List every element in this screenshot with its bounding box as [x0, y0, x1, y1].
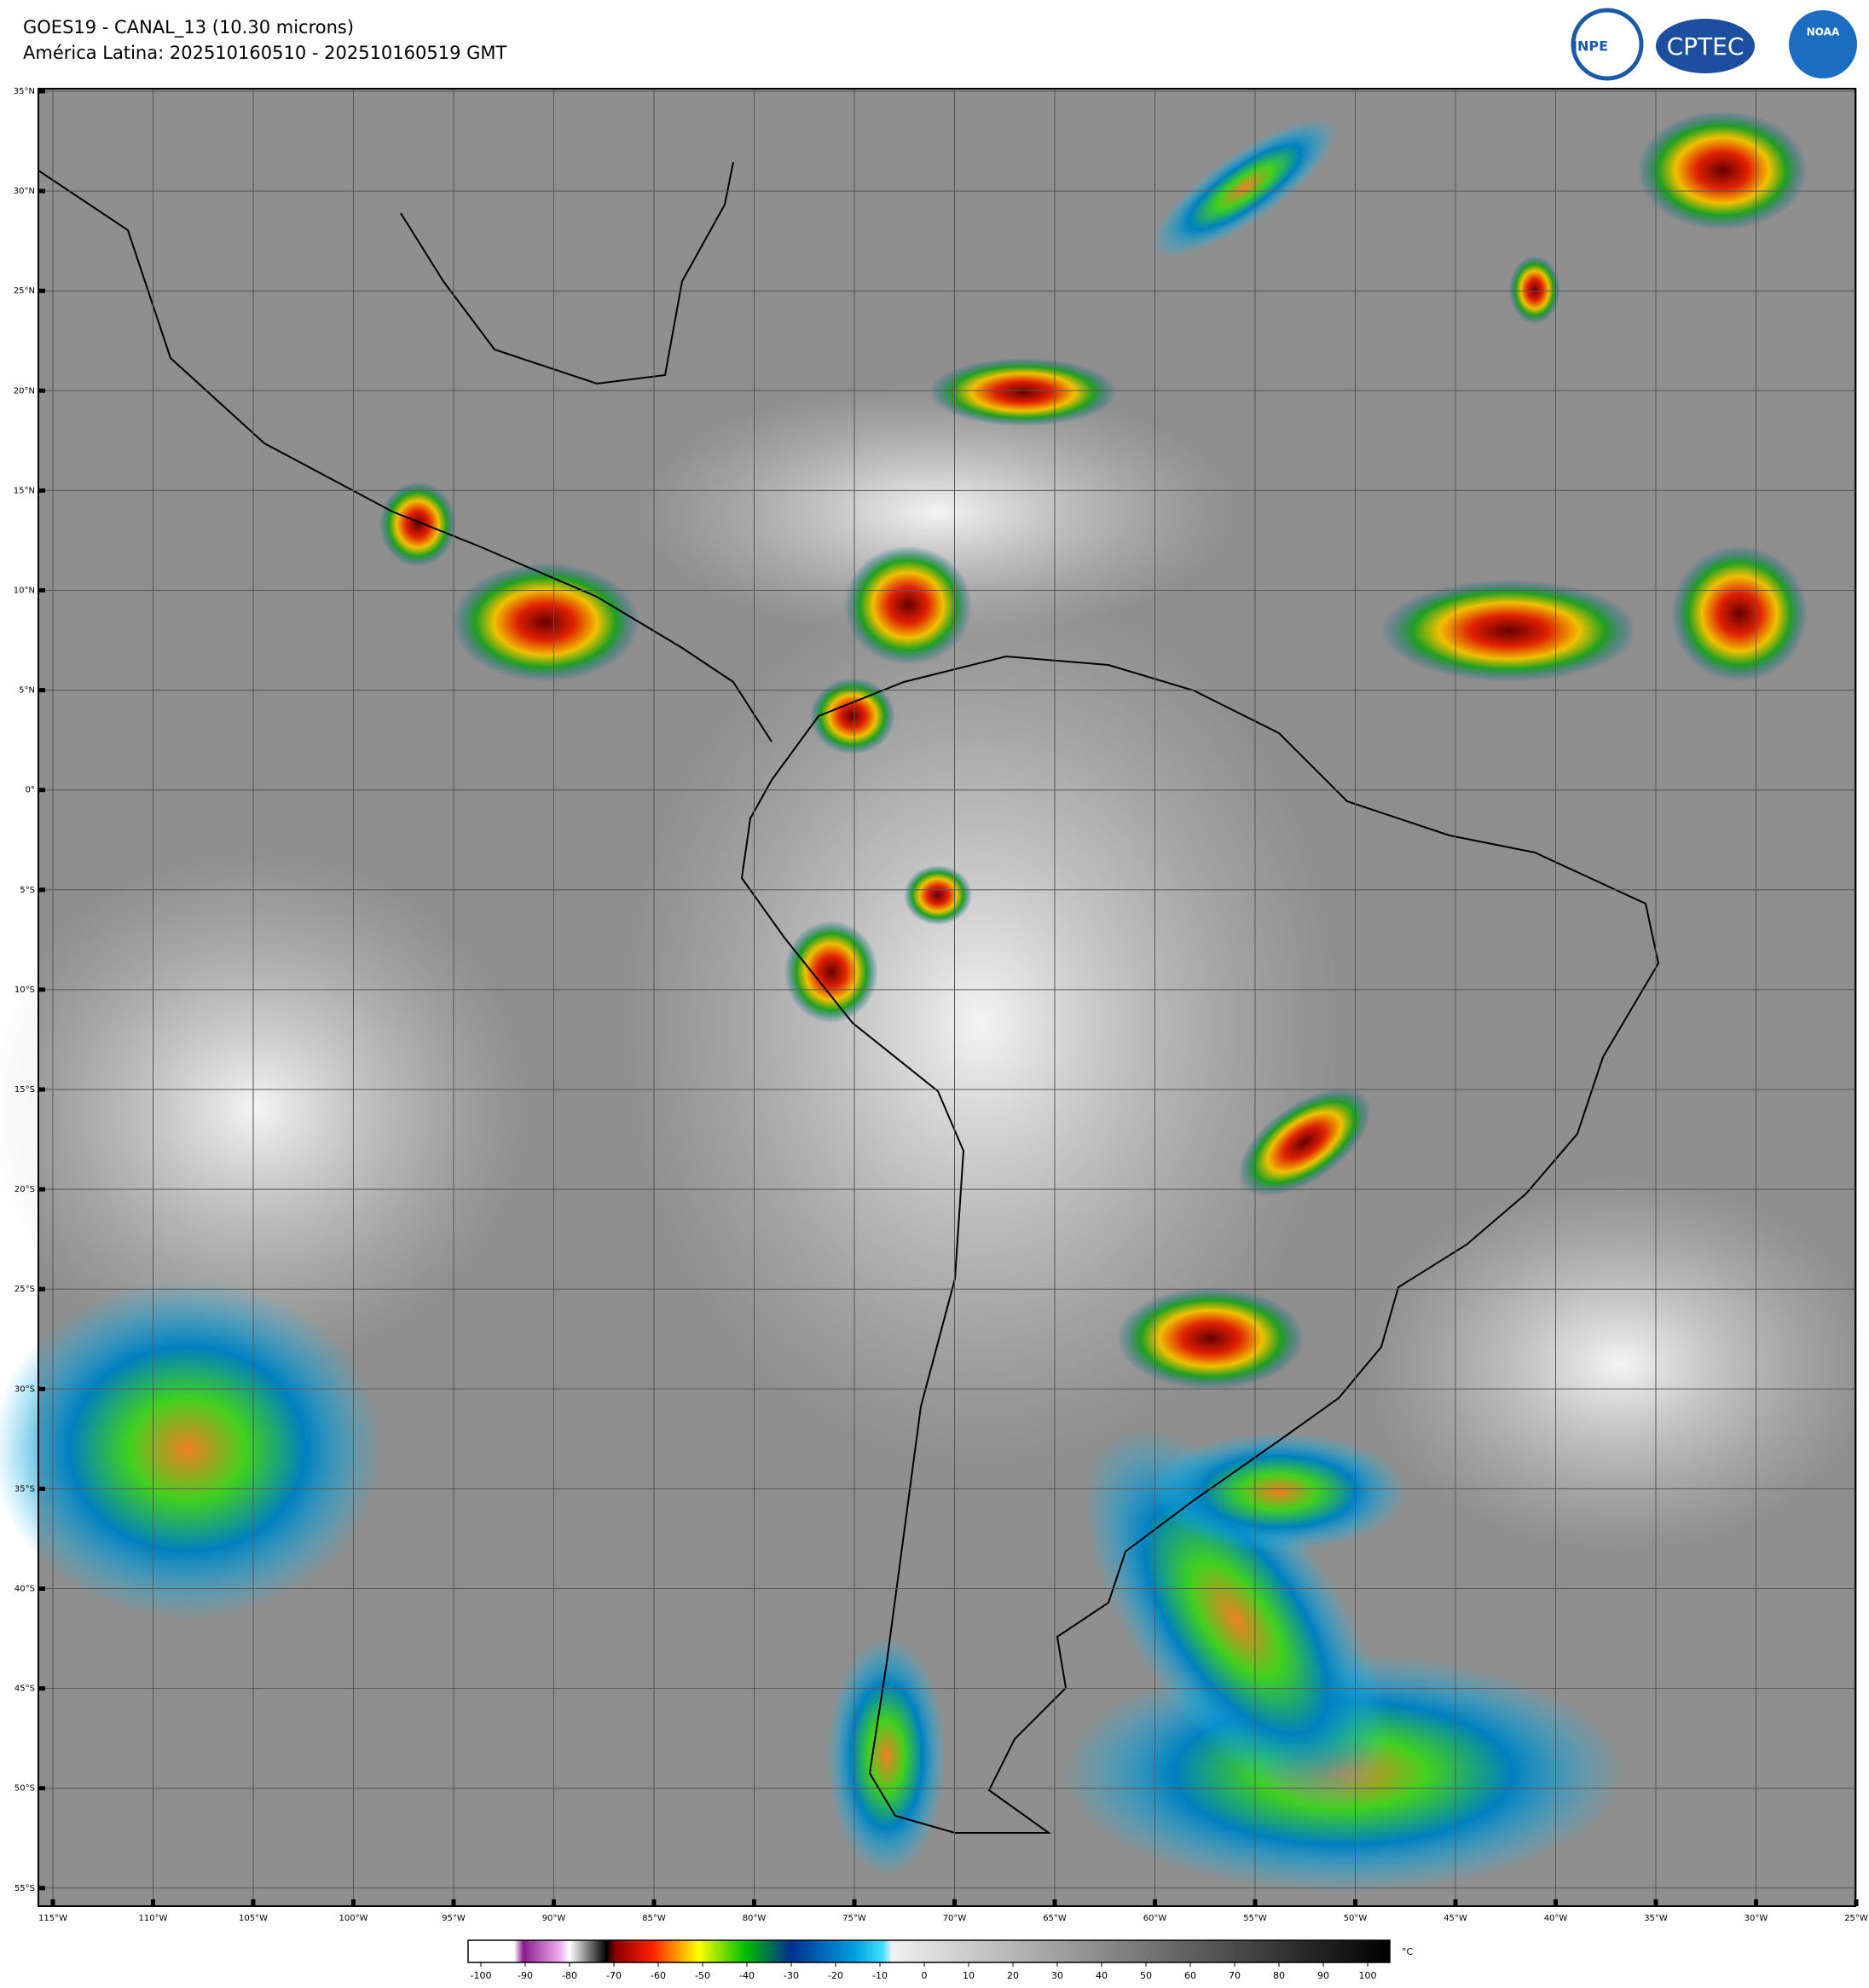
- colorbar-label: -40: [739, 1970, 755, 1981]
- lat-label: 40°S: [14, 1585, 35, 1594]
- lat-label: 10°N: [14, 587, 35, 596]
- lat-label: 35°N: [14, 87, 35, 96]
- cloud-field: [639, 384, 1236, 639]
- lon-label: 115°W: [38, 1914, 67, 1923]
- colorbar-label: -100: [471, 1970, 492, 1981]
- colorbar-label: -80: [562, 1970, 577, 1981]
- storm-cell: [1671, 546, 1808, 682]
- lon-label: 95°W: [442, 1914, 466, 1923]
- lat-label: 25°S: [14, 1285, 35, 1294]
- colorbar-label: -30: [784, 1970, 799, 1981]
- colorbar-label: 20: [1007, 1970, 1019, 1981]
- colorbar: [467, 1939, 1391, 1963]
- storm-cell: [1509, 256, 1560, 324]
- lat-label: 25°N: [14, 286, 35, 296]
- lon-label: 110°W: [139, 1914, 168, 1923]
- colorbar-label: -10: [872, 1970, 888, 1981]
- lat-label: 50°S: [14, 1784, 35, 1794]
- map-frame: [38, 88, 1856, 1907]
- colorbar-label: 0: [922, 1970, 928, 1981]
- storm-cell: [1381, 580, 1637, 682]
- colorbar-label: -70: [606, 1970, 622, 1981]
- lon-label: 40°W: [1544, 1914, 1568, 1923]
- colorbar-label: -60: [651, 1970, 666, 1981]
- noaa-logo: [1789, 10, 1857, 78]
- storm-cell: [379, 482, 456, 567]
- lat-label: 10°S: [14, 985, 35, 995]
- colorbar-label: 60: [1184, 1970, 1196, 1981]
- colorbar-label: 90: [1317, 1970, 1329, 1981]
- logo-text: CPTEC: [1667, 32, 1745, 61]
- lat-label: 20°N: [14, 386, 35, 396]
- lon-label: 65°W: [1043, 1914, 1067, 1923]
- lon-label: 60°W: [1143, 1914, 1167, 1923]
- colorbar-label: 10: [963, 1970, 975, 1981]
- lon-label: 35°W: [1644, 1914, 1668, 1923]
- lat-label: 5°S: [20, 886, 35, 895]
- cloud-band: [1151, 1432, 1407, 1552]
- coastline: [38, 161, 772, 743]
- lon-label: 105°W: [239, 1914, 268, 1923]
- lat-label: 5°N: [19, 686, 35, 696]
- storm-cell: [904, 865, 972, 925]
- lon-label: 85°W: [642, 1914, 666, 1923]
- storm-cell: [929, 358, 1117, 426]
- lon-label: 80°W: [743, 1914, 767, 1923]
- cloud-field: [622, 580, 1339, 1466]
- cloud-band: [0, 1279, 384, 1620]
- lat-label: 45°S: [14, 1685, 35, 1694]
- lon-label: 55°W: [1243, 1914, 1267, 1923]
- colorbar-unit: °C: [1402, 1946, 1414, 1957]
- cloud-band: [1084, 1429, 1389, 1811]
- title: GOES19 - CANAL_13 (10.30 microns): [23, 17, 354, 38]
- lon-label: 70°W: [943, 1914, 967, 1923]
- lat-label: 30°N: [14, 187, 35, 196]
- cloud-band: [827, 1637, 946, 1875]
- subtitle: América Latina: 202510160510 - 202510160…: [23, 43, 507, 63]
- cptec-logo: [1656, 19, 1755, 73]
- lon-label: 100°W: [339, 1914, 368, 1923]
- lat-label: 0°: [26, 786, 35, 795]
- lon-label: 45°W: [1444, 1914, 1467, 1923]
- colorbar-label: 70: [1229, 1970, 1241, 1981]
- storm-cell: [810, 678, 895, 754]
- storm-cell: [452, 563, 639, 682]
- colorbar-label: -90: [518, 1970, 533, 1981]
- colorbar-label: 50: [1140, 1970, 1152, 1981]
- logo-text: INPE: [1572, 38, 1608, 55]
- lat-label: 35°S: [14, 1484, 35, 1494]
- colorbar-label: 80: [1273, 1970, 1285, 1981]
- lon-label: 30°W: [1745, 1914, 1768, 1923]
- lat-label: 15°N: [14, 486, 35, 495]
- storm-cell: [784, 921, 878, 1023]
- colorbar-label: 100: [1359, 1970, 1377, 1981]
- logo-text: NOAA: [1807, 26, 1840, 38]
- storm-cell: [1637, 111, 1808, 230]
- lon-label: 75°W: [842, 1914, 866, 1923]
- cloud-field: [1364, 1176, 1869, 1552]
- colorbar-label: -20: [828, 1970, 843, 1981]
- cloud-field: [0, 852, 529, 1364]
- lon-label: 90°W: [542, 1914, 566, 1923]
- storm-cell: [1237, 1088, 1372, 1197]
- lat-label: 20°S: [14, 1185, 35, 1194]
- map-area: [0, 89, 1869, 1906]
- lat-label: 55°S: [14, 1884, 35, 1893]
- colorbar-label: 30: [1051, 1970, 1063, 1981]
- colorbar-label: 40: [1096, 1970, 1108, 1981]
- lon-label: 25°W: [1844, 1914, 1868, 1923]
- colorbar-label: -50: [695, 1970, 710, 1981]
- lat-label: 15°S: [14, 1085, 35, 1095]
- inpe-logo: [1571, 8, 1644, 81]
- storm-cell: [844, 546, 972, 665]
- lat-label: 30°S: [14, 1384, 35, 1394]
- lon-label: 50°W: [1344, 1914, 1368, 1923]
- storm-cell: [1117, 1287, 1305, 1390]
- cloud-band: [1152, 118, 1338, 257]
